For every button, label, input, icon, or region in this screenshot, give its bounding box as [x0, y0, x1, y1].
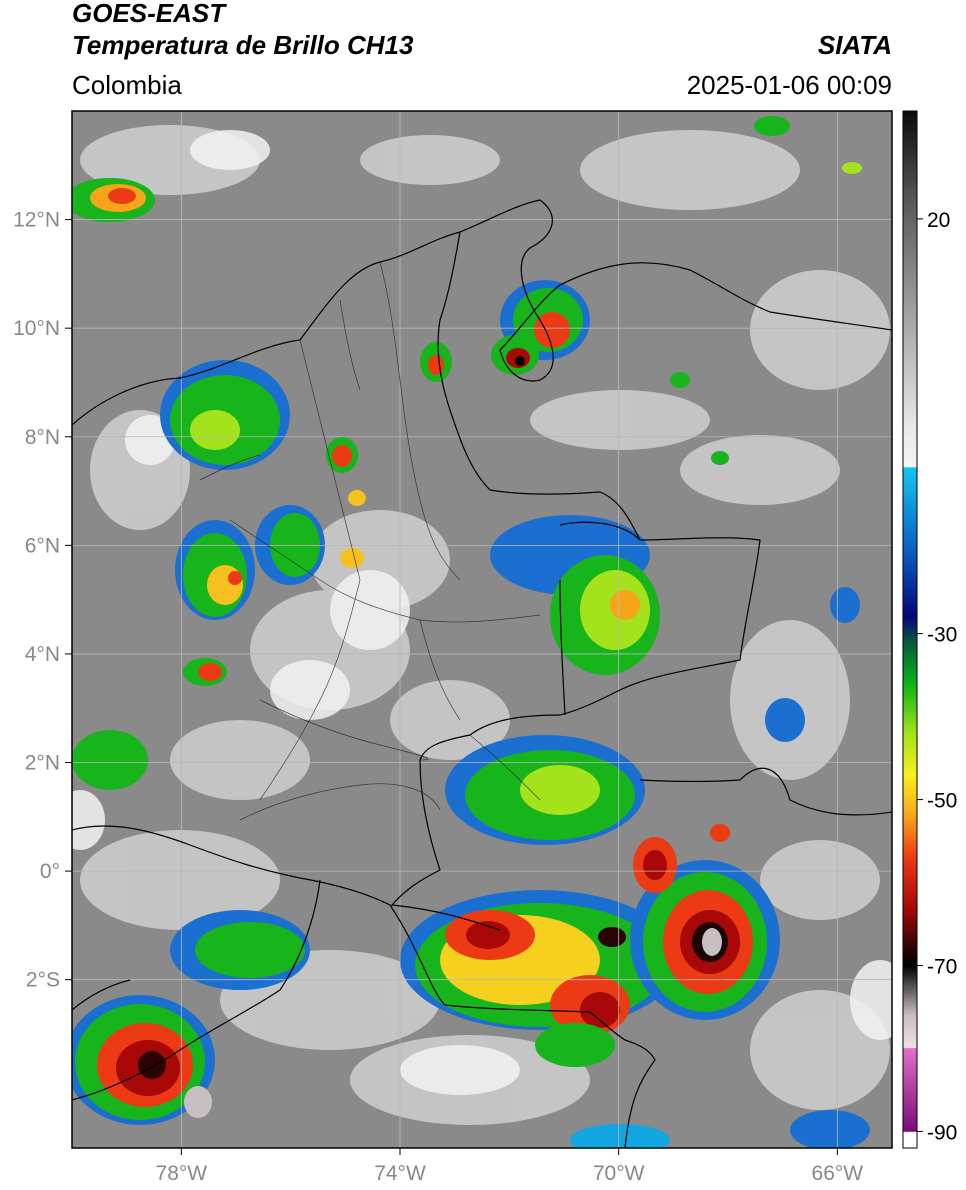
colorbar-tick-label: -30: [927, 624, 957, 647]
longitude-axis: 78°W 74°W 70°W 66°W: [156, 1148, 864, 1185]
region-label: Colombia: [72, 70, 182, 100]
lon-tick-label: 66°W: [812, 1162, 864, 1185]
lat-tick-label: 12°N: [13, 209, 60, 232]
convective-cells: [72, 116, 870, 1148]
imagery-layer: [72, 111, 892, 1148]
colorbar-tick-label: -90: [927, 1121, 957, 1144]
brand-label: SIATA: [817, 30, 892, 60]
lat-tick-label: 8°N: [25, 426, 60, 449]
graticule: [72, 111, 892, 1148]
product-title: Temperatura de Brillo CH13: [72, 30, 414, 60]
department-borders: [199, 261, 541, 821]
lon-tick-label: 74°W: [374, 1162, 426, 1185]
colorbar-tick-label: 20: [927, 209, 950, 232]
map-frame: [71, 110, 893, 1149]
colorbar-ticks: 20 -30 -50 -70 -90: [917, 209, 957, 1144]
colorbar: 20 -30 -50 -70 -90: [902, 110, 957, 1149]
colorbar-tick-label: -50: [927, 790, 957, 813]
lat-tick-label: 2°S: [26, 969, 60, 992]
datetime-label: 2025-01-06 00:09: [686, 70, 892, 100]
lat-tick-label: 0°: [40, 860, 60, 883]
lat-tick-label: 4°N: [25, 643, 60, 666]
latitude-axis: 12°N 10°N 8°N 6°N 4°N 2°N 0° 2°S: [13, 209, 72, 992]
lat-tick-label: 2°N: [25, 752, 60, 775]
lon-tick-label: 70°W: [593, 1162, 645, 1185]
country-borders: [72, 199, 892, 1148]
colorbar-scale: [902, 110, 918, 1149]
lon-tick-label: 78°W: [156, 1162, 208, 1185]
colorbar-tick-label: -70: [927, 955, 957, 978]
satellite-title: GOES-EAST: [72, 0, 226, 28]
lat-tick-label: 10°N: [13, 317, 60, 340]
lat-tick-label: 6°N: [25, 534, 60, 557]
